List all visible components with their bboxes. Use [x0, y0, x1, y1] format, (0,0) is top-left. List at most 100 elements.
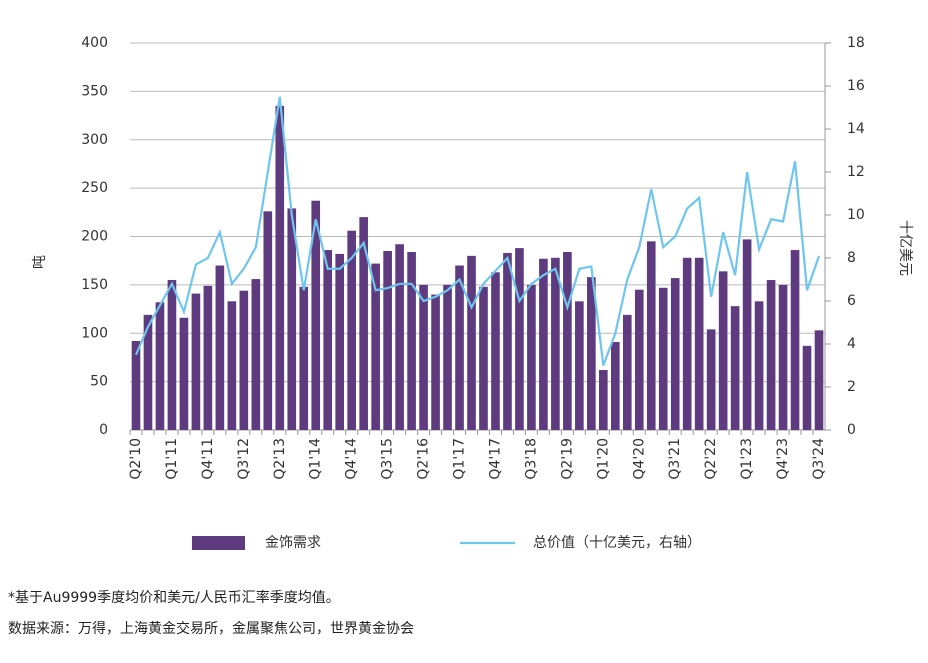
bar: [323, 250, 333, 430]
bar: [335, 253, 345, 430]
x-tick-label: Q4'20: [631, 438, 647, 480]
bar: [227, 301, 237, 430]
bar: [491, 272, 500, 430]
bar: [443, 284, 452, 430]
legend-swatch: [192, 536, 245, 550]
y-tick-label: 50: [90, 374, 108, 390]
bar: [395, 244, 404, 430]
x-tick-label: Q2'10: [128, 438, 144, 480]
x-tick-label: Q1'20: [595, 438, 611, 480]
bar: [515, 248, 524, 430]
bar: [802, 345, 812, 430]
bar: [371, 263, 380, 430]
x-tick-label: Q2'13: [272, 438, 288, 480]
y2-tick-label: 0: [847, 422, 856, 438]
bar: [634, 289, 644, 430]
y2-tick-label: 4: [847, 336, 856, 352]
bar: [682, 257, 692, 430]
bar: [143, 314, 153, 430]
y-tick-label: 200: [81, 229, 108, 245]
bar: [299, 286, 309, 430]
y-tick-label: 350: [81, 83, 108, 99]
y-tick-label: 100: [81, 325, 108, 341]
bar: [778, 284, 788, 430]
bar: [287, 208, 297, 430]
bar: [479, 286, 488, 430]
y2-tick-label: 16: [847, 78, 865, 94]
x-tick-label: Q3'21: [667, 438, 683, 480]
x-tick-label: Q1'17: [452, 438, 468, 480]
bar: [670, 278, 680, 430]
y2-axis-title: 十亿美元: [897, 220, 913, 276]
bar: [239, 290, 249, 430]
x-tick-label: Q2'19: [559, 438, 575, 480]
x-tick-label: Q1'11: [164, 438, 180, 480]
bar: [203, 285, 213, 430]
bar: [539, 258, 548, 430]
bar: [275, 105, 285, 430]
bar: [814, 330, 824, 430]
bar: [754, 301, 764, 430]
bar: [790, 250, 800, 430]
legend-label: 总价值（十亿美元，右轴）: [533, 535, 701, 551]
x-tick-label: Q4'17: [487, 438, 503, 480]
bar: [622, 314, 632, 430]
source-note: 数据来源：万得，上海黄金交易所，金属聚焦公司，世界黄金协会: [8, 620, 414, 637]
bar: [599, 370, 608, 430]
bar: [431, 294, 440, 430]
y-tick-label: 400: [81, 35, 108, 51]
bar: [347, 230, 356, 430]
bar: [167, 280, 177, 430]
x-tick-label: Q2'22: [703, 438, 719, 480]
legend-label: 金饰需求: [265, 535, 321, 551]
y-tick-label: 0: [99, 422, 108, 438]
bar: [359, 217, 368, 430]
bar: [694, 257, 704, 430]
footnote: *基于Au9999季度均价和美元/人民币汇率季度均值。: [8, 589, 340, 606]
bar: [563, 251, 572, 430]
x-tick-label: Q1'14: [308, 438, 324, 480]
y-axis-title: 吨: [32, 255, 48, 269]
bar: [251, 279, 261, 430]
bar: [455, 265, 464, 430]
bar: [419, 284, 428, 430]
bar: [311, 200, 321, 430]
y2-tick-label: 12: [847, 164, 865, 180]
y-tick-label: 250: [81, 180, 108, 196]
x-tick-label: Q4'23: [775, 438, 791, 480]
bar: [503, 252, 512, 430]
x-tick-label: Q3'15: [380, 438, 396, 480]
bar: [131, 340, 141, 430]
bar: [646, 241, 656, 430]
bar: [730, 306, 740, 430]
y2-tick-label: 8: [847, 250, 856, 266]
bar: [551, 257, 560, 430]
x-tick-label: Q1'23: [739, 438, 755, 480]
bar: [191, 293, 201, 430]
bar: [658, 287, 668, 430]
x-tick-label: Q3'12: [236, 438, 252, 480]
x-tick-label: Q4'11: [200, 438, 216, 480]
bar: [407, 251, 416, 430]
bar: [718, 271, 728, 430]
x-tick-label: Q2'16: [416, 438, 432, 480]
y2-tick-label: 14: [847, 121, 865, 137]
bar: [527, 284, 536, 430]
bar: [742, 239, 752, 430]
bar: [706, 329, 716, 430]
bar: [155, 302, 165, 430]
bar: [215, 265, 225, 430]
y-tick-label: 300: [81, 132, 108, 148]
y2-tick-label: 2: [847, 379, 856, 395]
bar: [610, 341, 620, 430]
x-tick-label: Q3'24: [811, 438, 827, 480]
x-tick-label: Q3'18: [523, 438, 539, 480]
bar: [587, 277, 596, 430]
bar: [179, 317, 189, 430]
line: [134, 96, 821, 366]
y2-tick-label: 6: [847, 293, 856, 309]
bar: [575, 301, 584, 430]
y2-tick-label: 10: [847, 207, 865, 223]
bar: [263, 211, 273, 430]
